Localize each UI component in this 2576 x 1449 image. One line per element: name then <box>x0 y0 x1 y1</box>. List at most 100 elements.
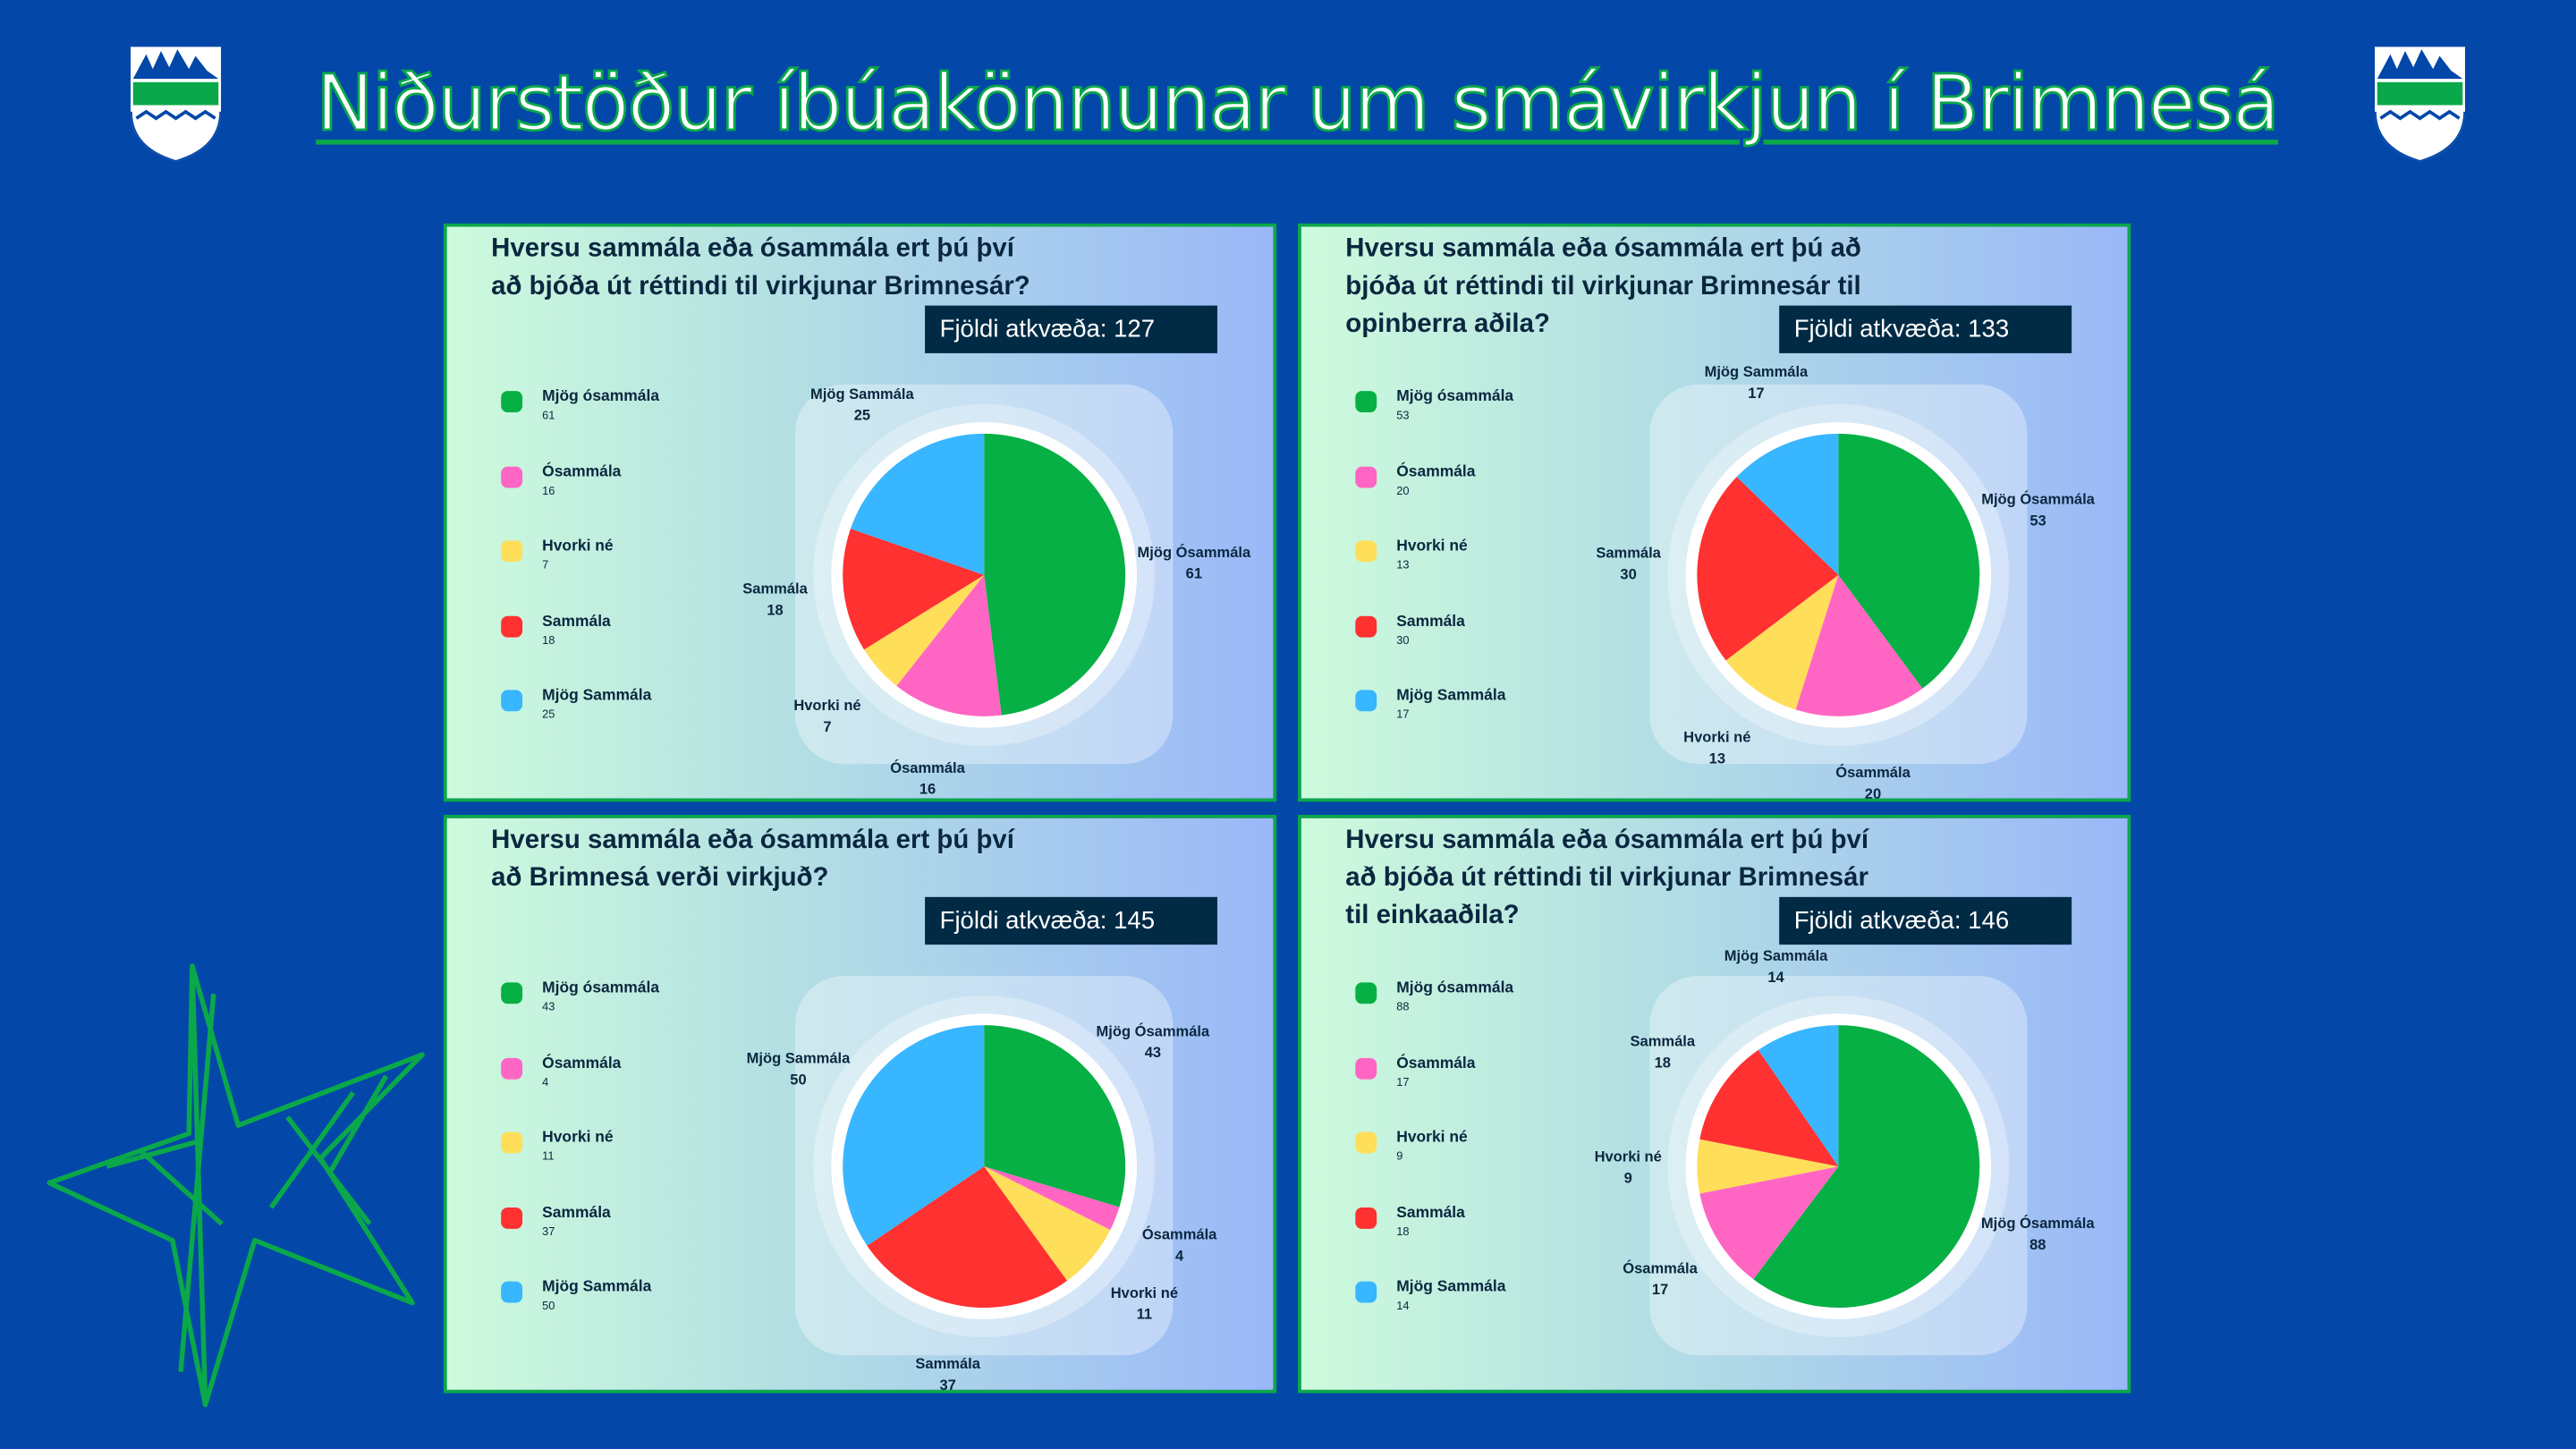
slice-value: 20 <box>1865 785 1881 801</box>
legend-swatch <box>1355 465 1377 487</box>
legend-swatch <box>1355 691 1377 712</box>
legend-value: 43 <box>542 1002 555 1014</box>
legend-value: 4 <box>542 1077 549 1089</box>
slice-value: 37 <box>939 1377 955 1394</box>
legend-label: Sammála <box>1396 612 1465 631</box>
legend-value: 18 <box>1396 1226 1410 1239</box>
slice-label: Ósammála <box>1142 1226 1217 1243</box>
slice-value: 11 <box>1137 1306 1152 1323</box>
vote-count-badge: Fjöldi atkvæða: 133 <box>1779 305 2072 353</box>
legend-label: Mjög ósammála <box>542 979 660 997</box>
pie-slice <box>1795 574 1923 716</box>
pie-slice <box>984 1166 1111 1281</box>
slice-label: Mjög Ósammála <box>1138 544 1251 561</box>
legend-label: Mjög Sammála <box>542 687 652 706</box>
pie-slice <box>984 433 1126 716</box>
slice-value: 17 <box>1748 385 1764 402</box>
slice-label: Hvorki né <box>1683 728 1750 745</box>
legend-value: 88 <box>1396 1002 1410 1014</box>
legend-swatch <box>1355 1057 1377 1079</box>
legend-value: 7 <box>542 560 549 572</box>
slice-value: 13 <box>1709 750 1725 767</box>
slice-value: 88 <box>2029 1236 2046 1253</box>
legend-label: Mjög Sammála <box>542 1278 652 1297</box>
legend-swatch <box>501 1057 523 1079</box>
legend-label: Ósammála <box>1396 1054 1476 1072</box>
pie-slice <box>843 529 985 650</box>
slice-label: Mjög Ósammála <box>1981 491 2095 508</box>
chart-panel: Hversu sammála eða ósammála ert þú því a… <box>1298 815 2131 1394</box>
chart-panel: Hversu sammála eða ósammála ert þú því a… <box>443 815 1277 1394</box>
slice-value: 61 <box>1186 565 1202 582</box>
legend-value: 17 <box>1396 710 1410 723</box>
legend-label: Mjög ósammála <box>1396 979 1514 997</box>
legend-value: 20 <box>1396 485 1410 497</box>
slice-value: 43 <box>1145 1044 1161 1061</box>
pie-slice <box>867 1166 1068 1309</box>
legend-swatch <box>501 540 523 563</box>
legend-value: 11 <box>542 1151 555 1164</box>
pie-slice <box>1753 1025 1980 1309</box>
legend-label: Hvorki né <box>542 537 614 556</box>
slice-label: Sammála <box>1631 1033 1696 1050</box>
slice-label: Ósammála <box>1835 764 1911 781</box>
slice-value: 18 <box>1655 1054 1671 1071</box>
question-title: Hversu sammála eða ósammála ert þú að bj… <box>1345 234 1861 339</box>
pie-slice <box>1697 1139 1839 1194</box>
pie-slice <box>843 1025 985 1246</box>
legend-swatch <box>501 391 523 413</box>
legend-label: Ósammála <box>542 462 622 481</box>
pie-chart: Mjög Ósammála 43 Ósammála 4 Hvorki né 11 Sammá… <box>747 996 1217 1390</box>
legend-label: Mjög Sammála <box>1396 1278 1506 1297</box>
legend-swatch <box>1355 1282 1377 1304</box>
pie-slice <box>896 574 1002 716</box>
pie-slice <box>1736 433 1839 575</box>
legend-swatch <box>501 465 523 487</box>
pie-slice <box>1838 433 1980 689</box>
slice-label: Hvorki né <box>793 697 860 714</box>
legend-value: 18 <box>542 635 555 648</box>
pie-chart: Mjög Ósammála 61 Ósammála 16 Hvorki né 7 Sammá… <box>742 386 1251 798</box>
pie-slice <box>850 433 985 575</box>
municipal-crest-logo-left <box>131 47 222 162</box>
legend-value: 9 <box>1396 1151 1403 1164</box>
slice-value: 4 <box>1175 1247 1184 1264</box>
slice-label: Sammála <box>915 1355 980 1372</box>
slice-label: Mjög Sammála <box>1705 363 1809 380</box>
legend-value: 13 <box>1396 560 1410 572</box>
legend-label: Hvorki né <box>1396 537 1468 556</box>
legend-value: 14 <box>1396 1301 1410 1314</box>
legend-swatch <box>501 1131 523 1154</box>
municipal-crest-logo-right <box>2374 47 2466 162</box>
slice-value: 16 <box>919 781 936 798</box>
vote-count-badge: Fjöldi atkvæða: 127 <box>925 305 1218 353</box>
legend-value: 50 <box>542 1301 555 1314</box>
slice-value: 25 <box>854 407 870 424</box>
slice-label: Sammála <box>1596 544 1661 561</box>
vote-count-badge: Fjöldi atkvæða: 146 <box>1779 896 2072 945</box>
legend-swatch <box>1355 1207 1377 1229</box>
legend-swatch <box>501 982 523 1004</box>
legend-label: Hvorki né <box>1396 1129 1468 1148</box>
pie-chart: Mjög Ósammála 53 Ósammála 20 Hvorki né 13 Samm… <box>1596 363 2095 801</box>
pie-slice <box>1699 1166 1839 1280</box>
pie-slice <box>1758 1025 1839 1167</box>
pie-slice <box>1725 574 1839 710</box>
legend-value: 37 <box>542 1226 555 1239</box>
slice-value: 30 <box>1620 565 1636 582</box>
slice-label: Mjög Sammála <box>1724 947 1828 964</box>
star-doodle-icon <box>47 963 425 1408</box>
legend-label: Mjög ósammála <box>1396 387 1514 406</box>
question-title: Hversu sammála eða ósammála ert þú því a… <box>491 826 1014 893</box>
slice-value: 14 <box>1767 969 1784 986</box>
legend-swatch <box>1355 540 1377 563</box>
slice-label: Mjög Sammála <box>747 1049 851 1066</box>
slice-label: Sammála <box>742 580 808 597</box>
pie-slice <box>1697 477 1839 661</box>
legend-label: Mjög Sammála <box>1396 687 1506 706</box>
vote-count-badge: Fjöldi atkvæða: 145 <box>925 896 1218 945</box>
legend-value: 61 <box>542 411 555 423</box>
slice-label: Mjög Ósammála <box>1097 1022 1210 1039</box>
legend-value: 17 <box>1396 1077 1410 1089</box>
